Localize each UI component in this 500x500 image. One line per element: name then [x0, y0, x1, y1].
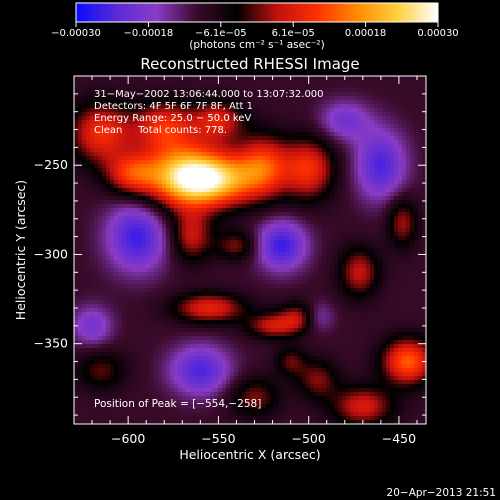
colorbar — [75, 2, 439, 23]
annotation-line: Detectors: 4F 5F 6F 7F 8F, Att 1 — [94, 101, 253, 112]
plot-frame — [73, 75, 427, 425]
x-axis-label: Heliocentric X (arcsec) — [179, 447, 320, 462]
heatmap-raster — [74, 76, 426, 424]
colorbar-tick-label: 0.00018 — [345, 28, 386, 39]
y-tick-label: −250 — [34, 157, 68, 172]
timestamp: 20−Apr−2013 21:51 — [387, 487, 496, 499]
colorbar-ticks: −0.00030 −0.00018 −6.1e−05 6.1e−05 0.00018 0.… — [51, 22, 459, 39]
colorbar-tick-label: −0.00018 — [124, 28, 174, 39]
x-tick-label: −500 — [291, 431, 325, 446]
heatmap-image — [74, 76, 426, 424]
annotation-block: 31−May−2002 13:06:44.000 to 13:07:32.000… — [94, 89, 324, 136]
chart-title: Reconstructed RHESSI Image — [140, 55, 359, 73]
annotation-line: Clean Total counts: 778. — [94, 125, 227, 136]
colorbar-tick-label: 6.1e−05 — [272, 28, 315, 39]
colorbar-tick-label: −0.00030 — [51, 28, 101, 39]
colorbar-units: (photons cm⁻² s⁻¹ asec⁻²) — [189, 39, 324, 51]
y-axis-ticks: −250 −300 −350 — [34, 93, 426, 416]
y-tick-label: −350 — [34, 336, 68, 351]
x-tick-label: −450 — [382, 431, 416, 446]
annotation-line: Energy Range: 25.0 − 50.0 keV — [94, 113, 251, 124]
x-tick-label: −550 — [201, 431, 235, 446]
colorbar-tick-label: 0.00030 — [417, 28, 458, 39]
y-axis-label: Heliocentric Y (arcsec) — [13, 180, 28, 320]
y-tick-label: −300 — [34, 246, 68, 261]
colorbar-tick-label: −6.1e−05 — [195, 28, 247, 39]
x-axis-ticks: −600 −550 −500 −450 — [91, 76, 418, 446]
peak-position-label: Position of Peak = [−554,−258] — [94, 398, 261, 410]
annotation-line: 31−May−2002 13:06:44.000 to 13:07:32.000 — [94, 89, 324, 100]
x-tick-label: −600 — [111, 431, 145, 446]
